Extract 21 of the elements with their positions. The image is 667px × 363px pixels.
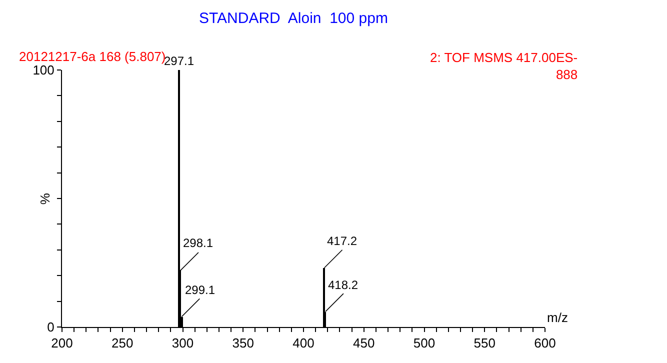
- x-tick-label: 250: [112, 336, 134, 351]
- x-tick-label: 600: [534, 336, 556, 351]
- y-axis-title: %: [38, 192, 53, 205]
- y-tick-label: 100: [32, 62, 54, 78]
- text: 20121217-6a 168 (5.807): [19, 49, 166, 64]
- x-tick-label: 400: [292, 336, 314, 351]
- x-tick-label: 350: [232, 336, 254, 351]
- x-tick-label: 500: [413, 336, 436, 351]
- annotation: 299.1: [185, 283, 216, 297]
- annotation: 2: TOF MSMS 417.00ES- 888: [430, 50, 578, 82]
- y-tick-label: 0: [47, 320, 54, 335]
- annotation: 417.2: [327, 234, 358, 248]
- annotation: 298.1: [183, 236, 214, 250]
- x-tick-label: 300: [172, 336, 194, 351]
- chart-title: STANDARD Aloin 100 ppm: [198, 10, 388, 28]
- annotation: 297.1: [164, 54, 194, 68]
- x-tick-label: 200: [51, 336, 73, 351]
- annotation: 418.2: [328, 278, 358, 292]
- x-tick-label: 450: [353, 336, 375, 351]
- x-axis-title: m/z: [547, 310, 568, 325]
- x-tick-label: 550: [474, 336, 496, 351]
